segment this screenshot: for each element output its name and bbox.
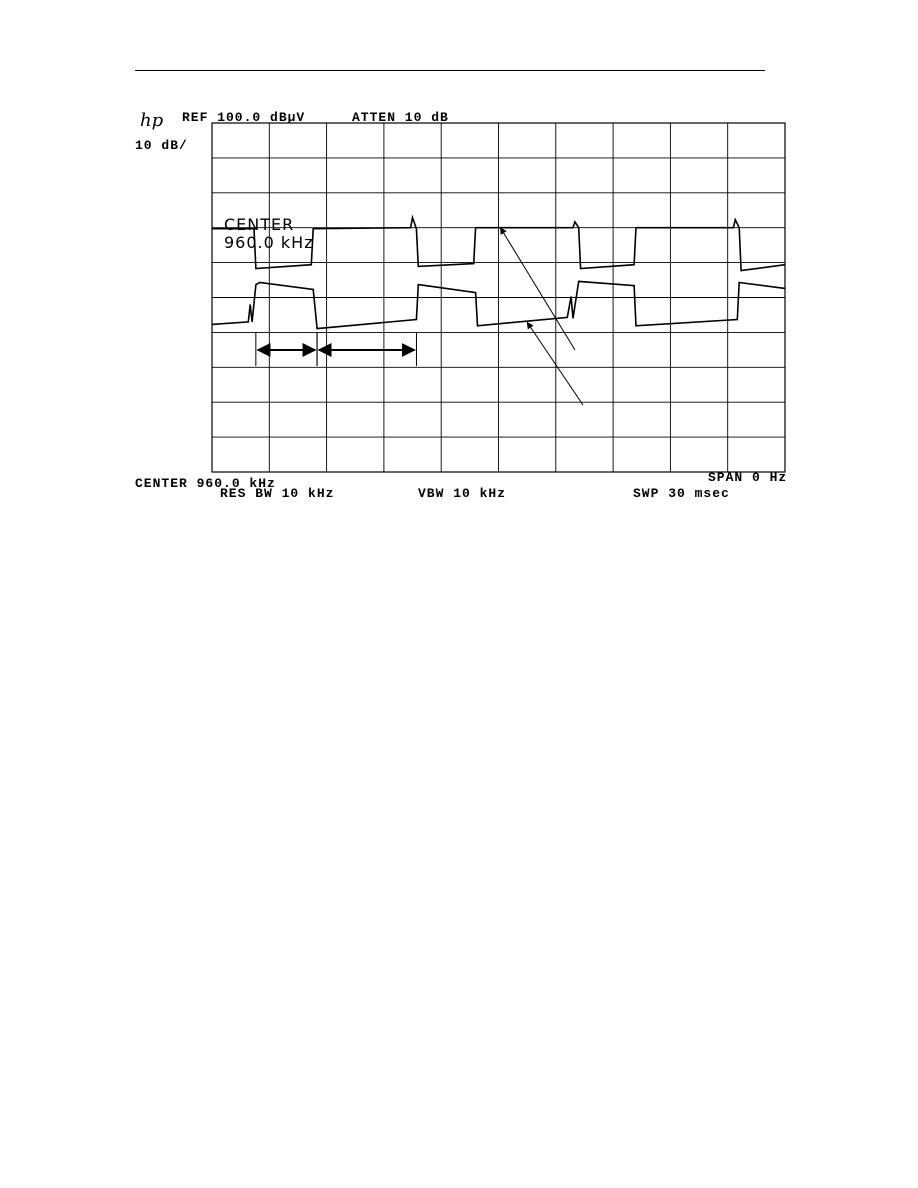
res-bw: RES BW 10 kHz [220, 486, 335, 501]
trace-1 [212, 214, 786, 272]
attenuation: ATTEN 10 dB [352, 110, 449, 125]
span: SPAN 0 Hz [708, 470, 788, 485]
sweep-time: SWP 30 msec [633, 486, 730, 501]
center-overlay-line1: CENTER [224, 215, 295, 234]
trace-2 [211, 280, 786, 330]
center-frequency: CENTER 960.0 kHz [135, 476, 276, 491]
page-header-rule [135, 70, 765, 71]
vbw: VBW 10 kHz [418, 486, 507, 501]
pointer-arrow [499, 227, 576, 351]
center-overlay-line2: 960.0 kHz [224, 233, 314, 252]
scale: 10 dB/ [135, 138, 188, 153]
ref-level: REF 100.0 dBµV [182, 110, 306, 125]
pointer-arrow [526, 321, 584, 406]
hp-logo: hp [140, 110, 164, 131]
